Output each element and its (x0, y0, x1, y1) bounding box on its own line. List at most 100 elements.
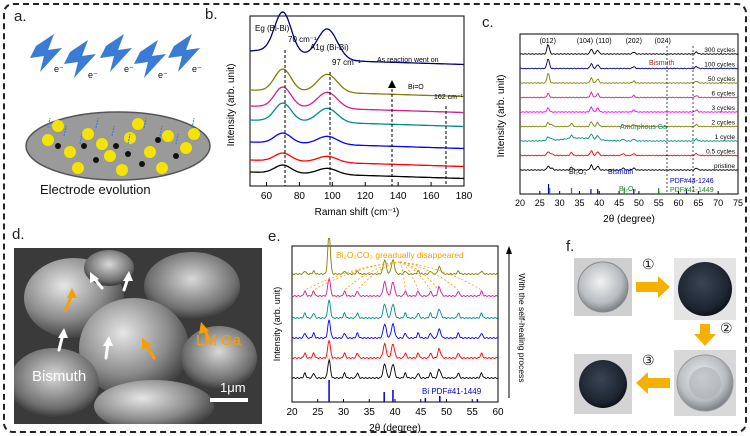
xrd-c-peak-label: (012) (540, 38, 556, 45)
particle-bi (132, 118, 144, 130)
xrd-e-series-line (291, 299, 498, 320)
xrd-c-xtick-label: 70 (713, 198, 723, 208)
electron-path (143, 117, 147, 129)
raman-series-line (250, 164, 465, 180)
xrd-e-ylabel: Intensity (arb. unit) (272, 287, 282, 362)
particle-bi (180, 142, 192, 154)
xrd-c-series-line (519, 149, 739, 157)
xrd-c-series-line (519, 73, 739, 84)
xrd-e-guide-line (399, 261, 431, 291)
xrd-e-xtick-label: 45 (415, 407, 427, 418)
xrd-c-series-label: 100 cycles (704, 62, 735, 69)
panel-b-label: b. (205, 6, 218, 23)
electron-label: e⁻ (192, 64, 202, 74)
raman-xtick-label: 80 (294, 191, 306, 202)
xrd-e-guide-line (313, 261, 401, 291)
xrd-c-series-line (519, 58, 739, 70)
particle-bi (162, 130, 174, 142)
particle-ga (173, 153, 179, 159)
sem-image (14, 248, 262, 424)
panel-f-label: f. (566, 238, 575, 255)
xrd-c-series-line (519, 133, 739, 142)
xrd-c-xtick-label: 30 (555, 198, 565, 208)
raman-bio-pos: 162 cm⁻¹ (434, 94, 464, 101)
lightning-icon (64, 40, 96, 78)
particle-bi (156, 162, 168, 174)
electron-path (127, 133, 131, 145)
xrd-c-xtick-label: 35 (574, 198, 584, 208)
xrd-e-xtick-label: 50 (441, 407, 453, 418)
xrd-e-guide-line (399, 261, 482, 291)
raman-series-line (250, 86, 464, 114)
xrd-c-series-label: 50 cycles (708, 76, 736, 83)
xrd-c-xtick-label: 75 (733, 198, 743, 208)
raman-eg: Eg (Bi-Bi) (255, 24, 290, 33)
particle-ga (125, 151, 131, 157)
electrode-illustration: e⁻ e⁻ e⁻ e⁻ e⁻ (25, 34, 211, 181)
electron-path (159, 125, 163, 137)
raman-series-line (250, 132, 465, 150)
raman-a1g-pos: 97 cm⁻¹ (332, 58, 361, 67)
raman-ylabel: Intensity (arb. unit) (226, 64, 237, 147)
xrd-c-pdf-bi: PDF#44-1246 (670, 178, 714, 185)
xrd-c-series-label: 6 cycles (712, 91, 736, 98)
particle-bi (42, 134, 54, 146)
xrd-c-bismuth: Bismuth (649, 60, 674, 67)
xrd-e-guide-line (304, 261, 401, 291)
step-1: ① (642, 256, 655, 272)
electron-label: e⁻ (124, 64, 134, 74)
particle-bi (116, 164, 128, 176)
xrd-c-peak-label: (110) (596, 38, 612, 45)
particle-ga (55, 143, 61, 149)
electrode-caption: Electrode evolution (40, 182, 151, 197)
xrd-e-xtick-label: 40 (389, 407, 401, 418)
particle-bi (52, 120, 64, 132)
electron-path (63, 125, 67, 137)
particle-ga (81, 143, 87, 149)
lightning-icon (168, 34, 200, 72)
particle-ga (155, 137, 161, 143)
xrd-c-peak-label: (104) (577, 38, 593, 45)
step-2: ② (720, 320, 733, 336)
electron-label: e⁻ (54, 64, 64, 74)
xrd-c-xtick-label: 40 (594, 198, 604, 208)
sem-bismuth-label: Bismuth (32, 368, 87, 385)
raman-a1g: A1g (Bi-Bi) (310, 43, 349, 52)
xrd-e-ref-label: Bi PDF#41-1449 (422, 387, 482, 396)
raman-xlabel: Raman shift (cm⁻¹) (315, 207, 400, 218)
panel-a-label: a. (14, 8, 27, 25)
raman-series-line (250, 152, 465, 168)
xrd-c-ylabel: Intensity (arb. unit) (496, 75, 507, 158)
step-3: ③ (642, 352, 655, 368)
xrd-e-xtick-label: 35 (364, 407, 376, 418)
electron-path (111, 125, 115, 137)
xrd-e-series-line (291, 358, 498, 380)
electron-path (175, 133, 179, 145)
particle-bi (144, 146, 156, 158)
particle-bi (188, 128, 200, 140)
lightning-icon (30, 34, 62, 72)
raman-xtick-label: 180 (456, 191, 473, 202)
raman-series-line (250, 102, 464, 128)
xrd-e-xtick-label: 55 (467, 407, 479, 418)
xrd-c-series-label: 300 cycles (704, 47, 735, 54)
raman-xtick-label: 100 (324, 191, 341, 202)
xrd-c-series-line (519, 106, 739, 113)
xrd-c-series-line (519, 121, 739, 128)
xrd-c-xtick-label: 20 (515, 198, 525, 208)
electron-path (79, 133, 83, 145)
xrd-c-series-label: pristine (714, 163, 735, 170)
electron-path (47, 117, 51, 129)
xrd-c-bi2o3-phase: Bi₂O₃ (569, 169, 586, 176)
xrd-e-series-line (291, 319, 498, 340)
xrd-e-annotation: Bi₂O₂CO₃ greadually disappeared (336, 250, 464, 260)
raman-xtick-label: 120 (357, 191, 374, 202)
particle-bi (64, 146, 76, 158)
xrd-c-bi2o3-ref: Bi₂O₃ (619, 186, 636, 193)
xrd-c-series-line (519, 163, 739, 171)
raman-eg-pos: 70 cm⁻¹ (288, 35, 317, 44)
raman-xtick-label: 60 (261, 191, 273, 202)
electron-path (95, 117, 99, 129)
xrd-c-peak-label: (024) (655, 38, 671, 45)
particle-bi (72, 162, 84, 174)
